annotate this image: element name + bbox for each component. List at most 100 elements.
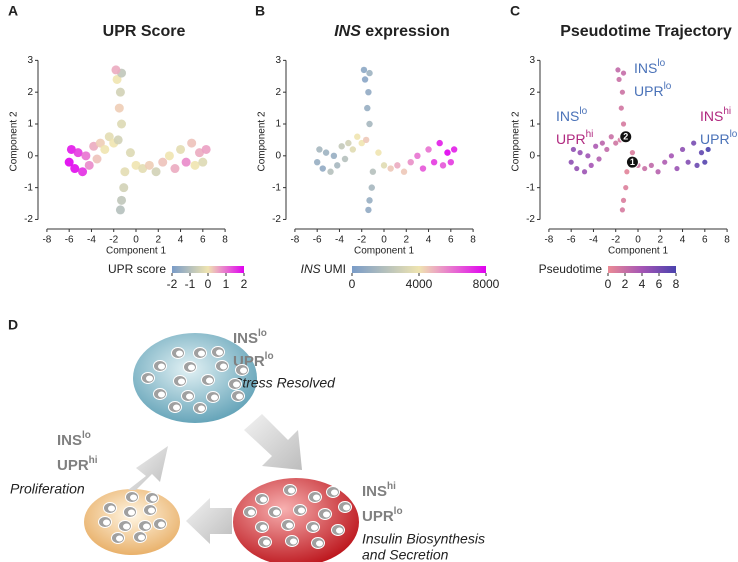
label-base: UPR [556,131,586,147]
cell-point [568,159,574,165]
chart-title: INS expression [334,23,450,40]
cell-nucleus [158,391,165,398]
cell-point [164,151,174,161]
cell-nucleus [316,540,323,547]
cell-point [619,89,626,95]
cell-nucleus [108,505,115,512]
cell-point [66,144,76,154]
cell-point [623,185,629,191]
cell-point [364,104,371,112]
colorbar [172,266,244,273]
cell-point [698,150,705,156]
cell-point [394,162,401,169]
colorbar-tick-label: 2 [622,277,629,291]
cell-point [368,184,375,191]
cell-point [674,165,680,172]
cell-nucleus [138,534,145,541]
cell-point [170,164,180,174]
cell-point [620,121,627,127]
colorbar-label: INS UMI [301,262,346,276]
cell-point [369,168,377,175]
cell-nucleus [311,524,318,531]
cell-nucleus [313,494,320,501]
label-base: INS [362,483,387,500]
colorbar-tick-label: 1 [223,277,230,291]
branch-label: 1 [630,157,635,167]
cell-point [596,156,602,162]
panel-label: A [8,3,18,19]
cell-point [104,132,114,142]
label-sup: lo [265,351,274,362]
y-tick-label: -2 [24,214,33,225]
branch-label: 2 [623,132,628,142]
y-tick-label: 1 [27,119,33,130]
colorbar-tick-label: -2 [167,277,178,291]
label-base: INS [634,60,657,76]
arrow [244,414,302,470]
chart-title: UPR Score [103,23,186,40]
cell-nucleus [298,507,305,514]
cell-nucleus [206,377,213,384]
cell-point [125,148,135,158]
cell-point [615,67,621,73]
cell-point [694,162,700,168]
cell-nucleus [130,494,137,501]
state-label: INShi [700,106,731,124]
cell-nucleus [233,381,240,388]
cell-point [181,157,191,167]
cell-nucleus [216,349,223,356]
text-run: UMI [321,262,346,276]
cell-nucleus [148,507,155,514]
text-run: Pseudotime [539,262,603,276]
cell-point [599,140,605,146]
cell-nucleus [173,404,180,411]
cell-nucleus [143,523,150,530]
cell-point [419,165,427,172]
cell-point [194,148,204,158]
cell-point [138,164,148,174]
cell-point [436,139,443,147]
cell-nucleus [343,504,350,511]
cell-point [92,154,102,164]
cell-point [362,136,370,144]
label-base: INS [700,108,723,124]
y-tick-label: 0 [529,150,535,161]
cell-nucleus [220,363,227,370]
label-sup: lo [664,81,672,92]
cell-nucleus [188,364,195,371]
x-tick-label: -4 [87,235,96,246]
state-label: UPRhi [556,129,593,147]
x-tick-label: -6 [313,235,322,246]
cell-point [365,88,372,96]
y-tick-label: -2 [526,214,535,225]
cell-point [705,146,711,153]
branch-point [619,130,633,144]
cell-point [358,139,365,147]
cell-point [620,197,627,203]
cell-nucleus [150,495,157,502]
cell-point [73,148,83,158]
cell-point [338,143,345,150]
x-tick-label: 2 [155,235,161,246]
cell-point [668,153,675,159]
label-sup: hi [723,106,731,117]
cell-point [330,152,338,160]
label-base: UPR [634,83,664,99]
cell-point [608,134,614,140]
x-tick-label: 4 [178,235,184,246]
cell-point [81,151,91,161]
cell-point [176,144,186,154]
cell-point [361,76,369,83]
cell-point [78,167,88,177]
colorbar-tick-label: 4 [639,277,646,291]
arrow [128,446,168,490]
cell-nucleus [146,375,153,382]
colorbar-tick-label: 0 [205,277,212,291]
text-run: INS [301,262,321,276]
x-tick-label: -4 [589,235,598,246]
colorbar-tick-label: 2 [241,277,248,291]
label-base: UPR [362,508,394,525]
cell-point [577,150,583,156]
panel-label: D [8,317,18,333]
